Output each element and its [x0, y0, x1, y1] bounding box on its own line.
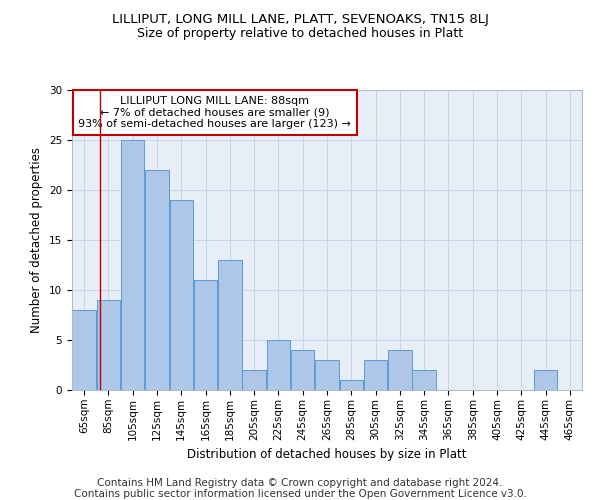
Bar: [170, 200, 193, 390]
Bar: [121, 140, 145, 390]
Bar: [340, 380, 363, 390]
Y-axis label: Number of detached properties: Number of detached properties: [31, 147, 43, 333]
X-axis label: Distribution of detached houses by size in Platt: Distribution of detached houses by size …: [187, 448, 467, 461]
Bar: [316, 360, 338, 390]
Text: LILLIPUT LONG MILL LANE: 88sqm
← 7% of detached houses are smaller (9)
93% of se: LILLIPUT LONG MILL LANE: 88sqm ← 7% of d…: [79, 96, 351, 129]
Text: Contains HM Land Registry data © Crown copyright and database right 2024.: Contains HM Land Registry data © Crown c…: [97, 478, 503, 488]
Bar: [218, 260, 242, 390]
Bar: [242, 370, 266, 390]
Bar: [388, 350, 412, 390]
Bar: [145, 170, 169, 390]
Bar: [534, 370, 557, 390]
Bar: [291, 350, 314, 390]
Bar: [412, 370, 436, 390]
Bar: [73, 310, 96, 390]
Bar: [194, 280, 217, 390]
Bar: [97, 300, 120, 390]
Bar: [267, 340, 290, 390]
Text: Contains public sector information licensed under the Open Government Licence v3: Contains public sector information licen…: [74, 489, 526, 499]
Bar: [364, 360, 387, 390]
Text: Size of property relative to detached houses in Platt: Size of property relative to detached ho…: [137, 28, 463, 40]
Text: LILLIPUT, LONG MILL LANE, PLATT, SEVENOAKS, TN15 8LJ: LILLIPUT, LONG MILL LANE, PLATT, SEVENOA…: [112, 12, 488, 26]
